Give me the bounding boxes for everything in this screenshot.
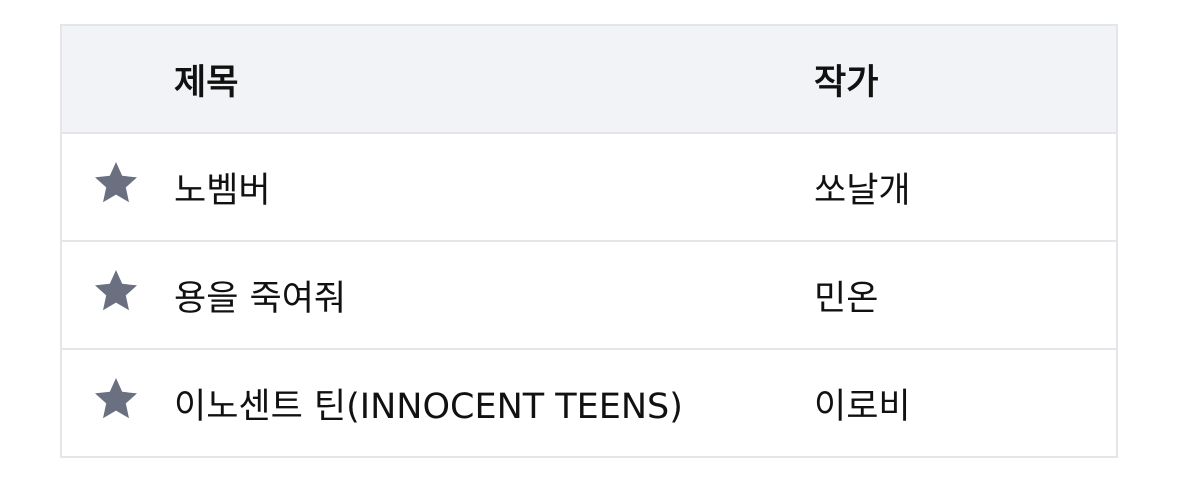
- title-cell[interactable]: 이노센트 틴(INNOCENT TEENS): [174, 348, 814, 458]
- author-cell: 민온: [814, 240, 1117, 350]
- table-row[interactable]: 용을 죽여줘 민온: [61, 240, 1117, 350]
- title-cell[interactable]: 용을 죽여줘: [174, 240, 814, 350]
- works-table: 제목 작가 노벰버 쏘날개 용을 죽여줘 민온 이노센트 틴(INNOCENT …: [60, 24, 1118, 458]
- author-cell: 쏘날개: [814, 132, 1117, 242]
- favorite-cell: [61, 132, 174, 242]
- star-icon[interactable]: [92, 268, 140, 323]
- title-column-header[interactable]: 제목: [174, 24, 814, 134]
- favorite-cell: [61, 348, 174, 458]
- table-row[interactable]: 노벰버 쏘날개: [61, 132, 1117, 242]
- star-icon[interactable]: [92, 376, 140, 431]
- table-row[interactable]: 이노센트 틴(INNOCENT TEENS) 이로비: [61, 348, 1117, 458]
- icon-column-header: [61, 24, 174, 134]
- author-cell: 이로비: [814, 348, 1117, 458]
- author-column-header[interactable]: 작가: [814, 24, 1117, 134]
- table-header-row: 제목 작가: [61, 24, 1117, 134]
- star-icon[interactable]: [92, 160, 140, 215]
- title-cell[interactable]: 노벰버: [174, 132, 814, 242]
- favorite-cell: [61, 240, 174, 350]
